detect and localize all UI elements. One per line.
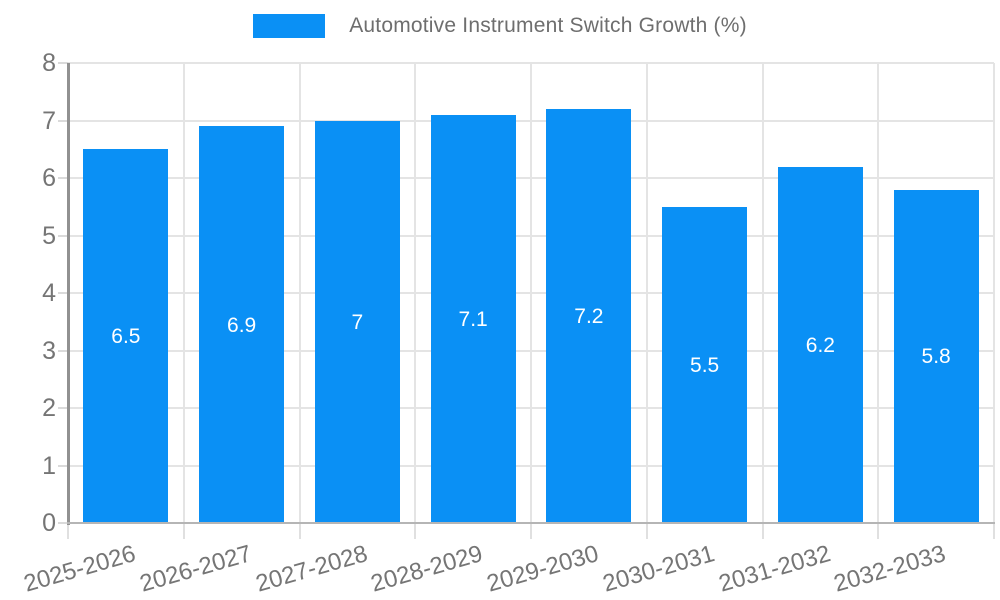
v-gridline: [761, 63, 764, 523]
legend[interactable]: Automotive Instrument Switch Growth (%): [0, 14, 1000, 38]
bar-2031-2032[interactable]: [777, 166, 863, 523]
bar-value-label: 5.5: [690, 353, 720, 377]
v-gridline: [993, 63, 995, 523]
bar-value-label: 7: [351, 310, 364, 334]
bar-2026-2027[interactable]: [199, 126, 285, 523]
x-tick-mark: [993, 523, 995, 539]
bar-2027-2028[interactable]: [314, 120, 400, 523]
y-tick-mark: [58, 119, 68, 122]
bar-value-label: 7.2: [574, 305, 604, 328]
y-tick-mark: [58, 522, 68, 524]
y-tick-label: 0: [42, 509, 56, 537]
bar-2025-2026[interactable]: [83, 149, 169, 523]
y-tick-label: 5: [42, 221, 56, 250]
x-tick-label: 2028-2029: [368, 540, 487, 598]
y-tick-label: 1: [42, 451, 56, 480]
y-tick-label: 3: [42, 336, 56, 365]
y-tick-label: 6: [42, 164, 56, 192]
bar-value-label: 6.9: [227, 313, 257, 337]
y-axis-line: [67, 63, 70, 525]
bar-2028-2029[interactable]: [430, 114, 516, 523]
y-tick-label: 7: [42, 106, 56, 135]
x-tick-label: 2025-2026: [20, 540, 139, 598]
y-tick-mark: [58, 464, 68, 467]
x-tick-label: 2026-2027: [136, 540, 255, 598]
y-tick-mark: [58, 407, 68, 409]
x-tick-label: 2031-2032: [715, 540, 834, 598]
x-tick-label: 2029-2030: [483, 540, 602, 598]
bar-2032-2033[interactable]: [893, 189, 979, 523]
bar-2030-2031[interactable]: [662, 206, 748, 523]
v-gridline: [182, 63, 185, 523]
x-tick-mark: [877, 523, 880, 539]
x-tick-label: 2027-2028: [252, 540, 371, 598]
legend-swatch: [253, 14, 326, 38]
bar-value-label: 6.5: [111, 325, 141, 349]
bar-2029-2030[interactable]: [546, 109, 632, 523]
y-tick-mark: [58, 234, 68, 237]
y-tick-label: 2: [42, 394, 56, 422]
x-tick-mark: [414, 523, 417, 539]
y-tick-mark: [58, 292, 68, 294]
x-axis-line: [67, 522, 995, 524]
bar-value-label: 7.1: [458, 307, 488, 331]
v-gridline: [414, 63, 417, 523]
bar-value-label: 6.2: [805, 333, 835, 357]
x-tick-mark: [182, 523, 185, 539]
x-tick-label: 2030-2031: [599, 540, 718, 598]
v-gridline: [877, 63, 880, 523]
y-tick-mark: [58, 62, 68, 64]
x-tick-mark: [530, 523, 532, 539]
v-gridline: [645, 63, 648, 523]
bar-value-label: 5.8: [921, 345, 951, 369]
y-tick-mark: [58, 177, 68, 179]
y-tick-label: 4: [42, 279, 56, 307]
x-tick-mark: [761, 523, 764, 539]
x-tick-label: 2032-2033: [831, 540, 950, 598]
v-gridline: [530, 63, 532, 523]
x-tick-mark: [67, 523, 69, 539]
v-gridline: [298, 63, 301, 523]
x-tick-mark: [298, 523, 301, 539]
legend-label: Automotive Instrument Switch Growth (%): [349, 14, 747, 37]
y-tick-label: 8: [42, 49, 56, 77]
x-tick-mark: [645, 523, 648, 539]
y-tick-mark: [58, 349, 68, 352]
